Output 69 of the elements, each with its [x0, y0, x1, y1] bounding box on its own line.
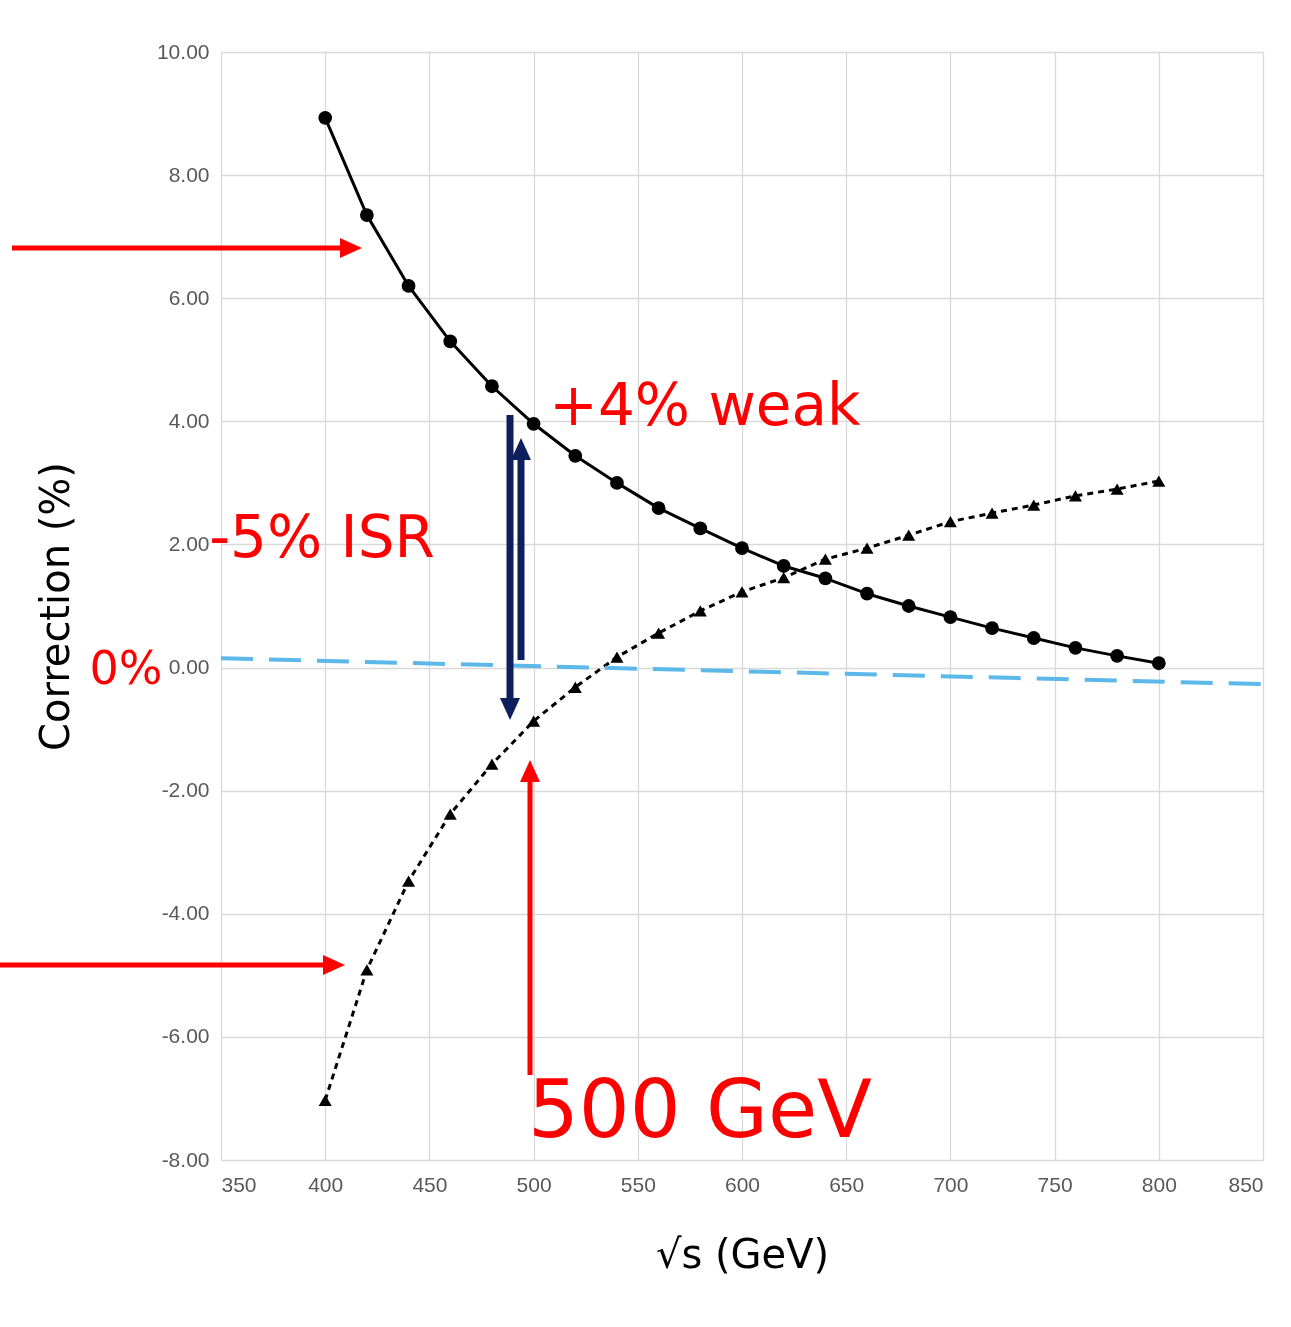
y-tick-label: -2.00: [161, 778, 210, 802]
x-tick-label: 550: [620, 1172, 656, 1196]
x-tick-label: 700: [933, 1172, 969, 1196]
annotation: -5% ISR: [209, 503, 435, 571]
x-tick-label: 850: [1228, 1172, 1264, 1196]
point: [735, 586, 749, 598]
point: [359, 208, 374, 222]
x-tick-label: 800: [1141, 1172, 1177, 1196]
point: [901, 599, 916, 613]
x-tick-label: 600: [724, 1172, 761, 1196]
point: [526, 416, 541, 431]
point: [610, 651, 624, 663]
y-tick-label: -4.00: [161, 901, 210, 925]
point: [860, 586, 874, 601]
point: [860, 542, 874, 554]
point: [651, 501, 666, 516]
point: [902, 529, 916, 541]
point: [1152, 475, 1166, 487]
y-tick-label: 8.00: [168, 162, 210, 186]
point: [610, 476, 624, 490]
x-tick-label: 650: [829, 1172, 865, 1196]
point: [485, 379, 499, 394]
y-tick-label: 2.00: [168, 531, 210, 555]
x-tick-label: 350: [221, 1172, 257, 1196]
y-tick-label: 0.00: [168, 655, 210, 679]
annotation: +4% weak: [549, 371, 861, 439]
annotation: 500 GeV: [527, 1063, 873, 1156]
y-tick-label: -8.00: [161, 1147, 210, 1171]
y-tick-label: -6.00: [161, 1024, 210, 1048]
point: [985, 507, 999, 519]
point: [1026, 631, 1041, 645]
point: [818, 571, 833, 586]
point: [568, 448, 583, 463]
point: [818, 553, 832, 565]
x-tick-label: 450: [412, 1172, 448, 1196]
x-axis-title: √s (GeV): [655, 1230, 830, 1277]
point: [693, 605, 707, 617]
point: [735, 541, 749, 556]
y-tick-label: 6.00: [168, 285, 210, 309]
point: [527, 715, 541, 727]
point: [943, 516, 957, 528]
point: [985, 621, 999, 636]
point: [943, 610, 958, 624]
y-tick-label: 10.00: [156, 39, 210, 63]
point: [402, 875, 416, 887]
y-axis-title: Correction (%): [31, 462, 78, 751]
text: 0%: [89, 641, 163, 695]
point: [1027, 499, 1041, 511]
point: [401, 279, 416, 293]
point: [693, 521, 708, 536]
point: [318, 110, 333, 125]
point: [568, 681, 582, 693]
point: [443, 808, 457, 820]
point: [1110, 648, 1125, 663]
point: [485, 758, 499, 770]
point: [777, 572, 791, 584]
point: [318, 1094, 332, 1106]
point: [776, 559, 791, 573]
point: [1110, 483, 1124, 495]
point: [443, 334, 458, 349]
x-tick-label: 750: [1037, 1172, 1073, 1196]
x-tick-label: 500: [516, 1172, 552, 1196]
point: [1068, 640, 1083, 655]
point: [1151, 656, 1166, 671]
y-tick-label: 4.00: [168, 408, 210, 432]
point: [1068, 490, 1082, 502]
x-tick-label: 400: [308, 1172, 344, 1196]
point: [652, 627, 666, 639]
point: [360, 964, 374, 976]
